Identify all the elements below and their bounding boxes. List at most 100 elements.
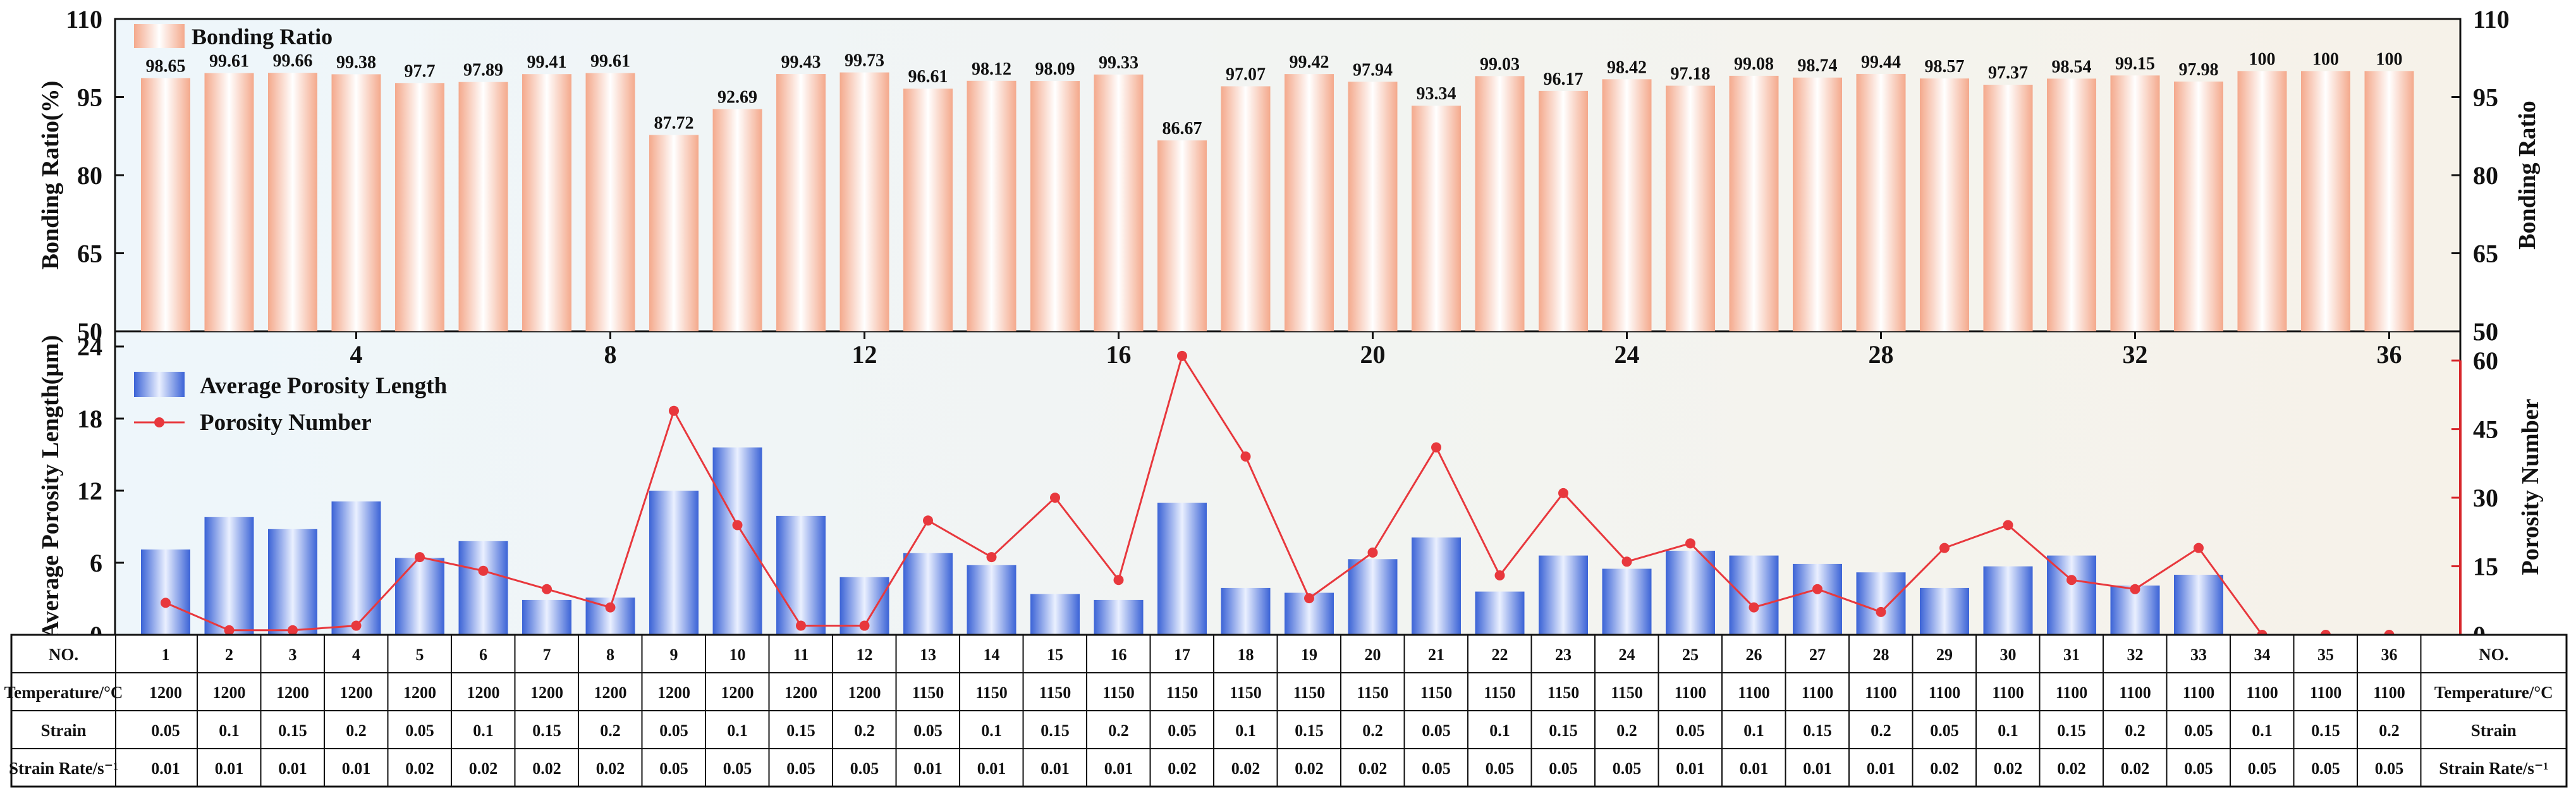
table-cell-temperature-29: 1100 [1929,684,1961,702]
bonding-bar-27 [1793,77,1842,331]
bottom-right-top-label: 50 [2473,317,2498,346]
porosity-length-bar-6 [458,541,508,635]
porosity-length-bar-30 [1983,566,2033,635]
porosity-number-point-17 [1177,350,1187,361]
porosity-number-point-11 [796,620,806,631]
porosity-length-bar-27 [1793,563,1842,635]
table-cell-strain_rate-4: 0.01 [342,759,371,778]
table-cell-columns-18: 18 [1238,646,1254,664]
porosity-length-bar-25 [1666,551,1715,635]
x-tick-label-16: 16 [1106,340,1132,369]
bonding-value-label-7: 99.41 [527,52,567,72]
bonding-value-label-9: 87.72 [654,113,694,133]
table-cell-strain-5: 0.05 [405,721,434,740]
porosity-number-point-25 [1685,538,1695,549]
bottom-left-tick-label-12: 12 [77,477,102,505]
bonding-value-label-8: 99.61 [590,52,630,71]
table-cell-temperature-11: 1200 [784,684,817,702]
table-cell-strain_rate-27: 0.01 [1803,759,1832,778]
porosity-number-point-9 [669,405,679,416]
porosity-length-bar-7 [522,599,571,635]
porosity-number-point-4 [351,620,362,631]
table-cell-temperature-26: 1100 [1738,684,1770,702]
bonding-bar-32 [2110,75,2160,331]
top-right-tick-label-65: 65 [2473,240,2498,268]
top-right-tick-label-50: 50 [2473,317,2498,346]
porosity-number-point-19 [1304,593,1314,604]
table-cell-temperature-31: 1100 [2056,684,2088,702]
porosity-number-point-7 [542,584,552,594]
table-cell-strain_rate-17: 0.02 [1168,759,1197,778]
x-tick-label-8: 8 [604,340,617,369]
table-cell-temperature-23: 1150 [1547,684,1580,702]
table-cell-temperature-35: 1100 [2310,684,2342,702]
top-left-tick-label-80: 80 [77,161,102,190]
bonding-value-label-14: 98.12 [972,59,1011,79]
table-cell-strain-31: 0.15 [2057,721,2086,740]
bonding-value-label-11: 99.43 [781,52,821,72]
bonding-value-label-36: 100 [2376,49,2403,69]
table-cell-columns-1: 1 [162,646,170,664]
legend-bonding-swatch [134,24,185,48]
table-cell-strain_rate-21: 0.05 [1422,759,1451,778]
table-cell-columns-16: 16 [1111,646,1127,664]
porosity-length-bar-2 [204,517,254,635]
table-cell-strain-20: 0.2 [1362,721,1383,740]
bonding-bar-2 [204,73,254,331]
table-row-header-right-0: NO. [2479,645,2508,664]
parameter-table: NO. NO.1 2 3 4 5 6 7 8 9 10 11 12 13 14 15 16 17 18 19 20 21 2… [4,634,2568,788]
bonding-bar-13 [903,89,953,332]
table-cell-strain_rate-6: 0.02 [469,759,498,778]
bonding-value-label-23: 96.17 [1544,70,1584,89]
table-cell-strain_rate-7: 0.02 [532,759,561,778]
table-cell-strain-33: 0.05 [2184,721,2213,740]
top-value-labels-group: 98.65 99.61 99.66 99.38 97.7 97.89 99.41 99.61 8… [146,49,2403,138]
table-cell-strain_rate-24: 0.05 [1613,759,1642,778]
table-cell-strain_rate-25: 0.01 [1676,759,1705,778]
bonding-value-label-10: 92.69 [717,88,757,107]
table-cell-strain_rate-18: 0.02 [1231,759,1261,778]
table-cell-strain-24: 0.2 [1616,721,1637,740]
bottom-right-tick-label-30: 30 [2473,484,2498,512]
table-cell-strain_rate-10: 0.05 [723,759,752,778]
top-bars-group [141,71,2414,332]
porosity-length-bar-16 [1094,599,1144,635]
table-cell-strain_rate-11: 0.05 [786,759,815,778]
table-cell-strain-6: 0.1 [473,721,494,740]
bottom-left-axis-title: Average Porosity Length(μm) [37,335,64,639]
table-cell-strain_rate-36: 0.05 [2375,759,2404,778]
table-cell-columns-11: 11 [793,646,809,664]
table-cell-temperature-20: 1150 [1357,684,1389,702]
porosity-number-point-30 [2003,520,2013,530]
table-cell-temperature-15: 1150 [1039,684,1071,702]
table-cell-strain_rate-33: 0.05 [2184,759,2213,778]
bottom-right-tick-label-60: 60 [2473,346,2498,375]
axes-group: 5050656580809595110110061218240153045605… [66,5,2510,649]
top-left-axis-title: Bonding Ratio(%) [37,81,64,270]
porosity-number-point-21 [1431,442,1441,453]
top-right-tick-label-110: 110 [2473,5,2510,34]
bonding-value-label-32: 99.15 [2115,54,2155,73]
table-cell-strain-11: 0.15 [786,721,815,740]
bonding-bar-35 [2301,71,2350,331]
bonding-value-label-19: 99.42 [1290,52,1329,72]
porosity-number-point-28 [1876,606,1886,617]
table-cell-strain-12: 0.2 [854,721,875,740]
x-tick-label-4: 4 [350,340,363,369]
bottom-right-tick-label-45: 45 [2473,415,2498,444]
table-cell-strain_rate-31: 0.02 [2057,759,2086,778]
x-tick-label-24: 24 [1615,340,1640,369]
x-tick-label-20: 20 [1360,340,1386,369]
table-cell-strain-2: 0.1 [219,721,240,740]
table-cell-strain_rate-14: 0.01 [977,759,1006,778]
table-cell-strain-21: 0.05 [1422,721,1451,740]
bonding-bar-21 [1412,106,1461,331]
bottom-left-tick-label-24: 24 [77,333,102,361]
table-cell-temperature-17: 1150 [1166,684,1199,702]
porosity-number-point-6 [478,565,489,576]
table-cell-columns-4: 4 [352,646,360,664]
table-cell-temperature-4: 1200 [340,684,373,702]
bonding-bar-6 [458,82,508,331]
table-cell-columns-35: 35 [2317,646,2334,664]
porosity-number-point-27 [1812,584,1822,594]
